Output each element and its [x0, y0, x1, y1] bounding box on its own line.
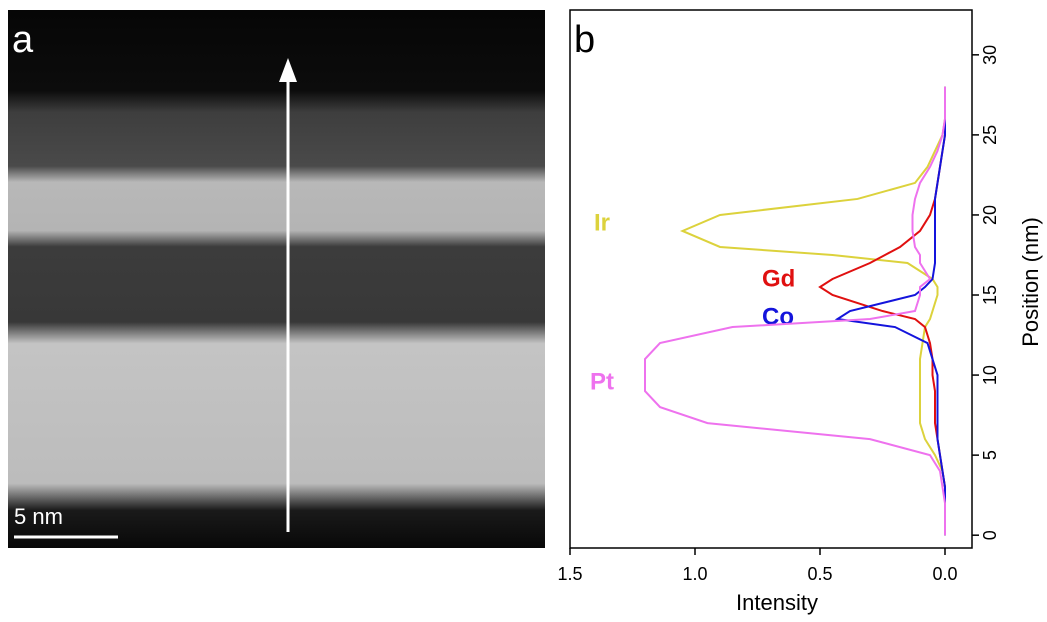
- y-tick-label: 20: [980, 205, 1000, 225]
- arrow-head: [279, 58, 297, 82]
- y-tick-label: 5: [980, 450, 1000, 460]
- line: [834, 86, 946, 536]
- line: [818, 86, 946, 536]
- y-tick-label: 30: [980, 45, 1000, 65]
- panel-label: a: [12, 19, 34, 61]
- series-label: Ir: [594, 209, 610, 236]
- y-tick-label: 10: [980, 365, 1000, 385]
- series-label: Pt: [590, 368, 614, 395]
- x-tick-label: 0.5: [807, 564, 832, 584]
- panel-a: a 5 nm: [8, 10, 545, 548]
- series-label: Co: [762, 303, 794, 330]
- line: [679, 86, 946, 536]
- line: [644, 86, 946, 536]
- plot-frame: [569, 9, 973, 549]
- x-tick-label: 1.0: [682, 564, 707, 584]
- panel-label: b: [574, 19, 595, 61]
- x-axis-label: Intensity: [736, 590, 818, 615]
- x-tick-label: 0.0: [932, 564, 957, 584]
- y-tick-label: 0: [980, 530, 1000, 540]
- y-tick-label: 25: [980, 125, 1000, 145]
- panel-b: b Intensity Position (nm) 1.5 1.0 0.5 0.0 0 5…: [557, 9, 1043, 615]
- scale-bar-label: 5 nm: [14, 504, 63, 529]
- series-label: Gd: [762, 265, 795, 292]
- x-tick-label: 1.5: [557, 564, 582, 584]
- y-tick-label: 15: [980, 285, 1000, 305]
- stem-image: [8, 10, 545, 548]
- y-axis-label: Position (nm): [1018, 217, 1043, 347]
